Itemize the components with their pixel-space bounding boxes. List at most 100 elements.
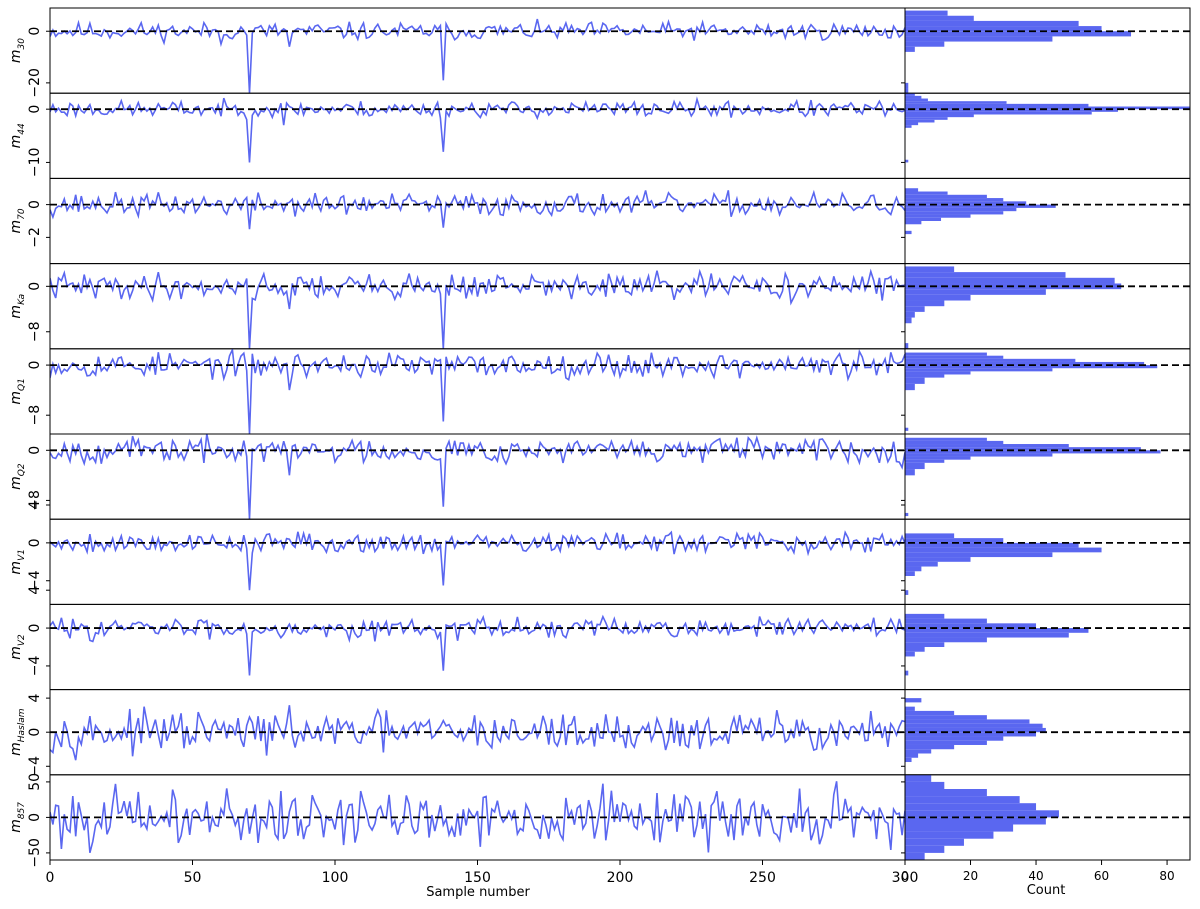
ylabel: mKa — [8, 294, 27, 319]
hist-bar — [905, 623, 1037, 629]
hist-bar — [905, 698, 922, 703]
hist-bar — [905, 774, 932, 782]
hist-bar — [905, 547, 1102, 553]
histogram — [905, 533, 1102, 595]
ytick-label: 4 — [27, 586, 43, 595]
hist-bar — [905, 440, 1004, 445]
hist-bar — [905, 710, 955, 716]
hist-bar — [905, 753, 919, 758]
ylabel: mHaslam — [8, 708, 27, 756]
hist-bar — [905, 201, 1027, 205]
hist-bar — [905, 46, 915, 52]
hist-bar — [905, 204, 1056, 208]
hist-bar — [905, 31, 1132, 37]
hist-bar — [905, 670, 909, 676]
hist-bar — [905, 383, 915, 391]
hist-bar — [905, 651, 915, 657]
ylabel-sub: 44 — [17, 123, 27, 135]
hist-bar — [905, 125, 912, 128]
hist-bar — [905, 647, 925, 652]
ylabel-sub: Haslam — [17, 708, 27, 742]
ylabel-main: m — [8, 305, 24, 319]
hist-xtick-label: 40 — [1028, 869, 1043, 883]
hist-bar — [905, 119, 935, 123]
hist-xtick-label: 60 — [1094, 869, 1109, 883]
hist-axis-ticks: 0 20 40 60 80 — [901, 860, 1175, 883]
hist-bar — [905, 194, 987, 199]
ylabel-sub: Ka — [17, 294, 27, 305]
hist-bar — [905, 106, 1190, 110]
trace-line — [50, 348, 906, 434]
plot-frame — [49, 7, 906, 94]
hist-frame — [904, 518, 1191, 605]
hist-bar — [905, 613, 945, 619]
trace-line — [50, 18, 906, 94]
hist-bar — [905, 230, 912, 235]
hist-bar — [905, 740, 987, 745]
ylabel-sub: V2 — [17, 634, 27, 646]
ytick-label: 0 — [27, 361, 43, 370]
histogram — [905, 698, 1046, 763]
ylabel-sub: 30 — [17, 38, 27, 50]
hist-bar — [905, 88, 909, 94]
xtick-label: 0 — [46, 870, 55, 886]
hist-bar — [905, 462, 925, 470]
hist-bar — [905, 294, 971, 301]
hist-bar — [905, 831, 994, 839]
histogram — [905, 188, 1056, 235]
hist-bar — [905, 456, 971, 460]
panels: 0−20m300−10m440−2m700−8mKa0−8mQ10−8mQ240… — [8, 7, 1191, 868]
ylabel: mV1 — [8, 549, 27, 575]
hist-bar — [905, 41, 945, 47]
hist-bar — [905, 221, 922, 225]
ylabel: mV2 — [8, 634, 27, 660]
hist-bar — [905, 15, 974, 21]
hist-bar — [905, 723, 1043, 728]
hist-bar — [905, 352, 987, 356]
ylabel-main: m — [8, 50, 24, 64]
ylabel-sub: Q2 — [17, 463, 27, 476]
ylabel-main: m — [8, 391, 24, 405]
hist-bar — [905, 789, 987, 797]
ytick-label: 0 — [27, 538, 43, 547]
hist-bar — [905, 300, 945, 307]
plot-frame — [49, 518, 906, 605]
histogram — [905, 774, 1059, 860]
hist-bar — [905, 98, 928, 102]
ylabel-sub: 70 — [17, 208, 27, 220]
hist-xtick-label: 0 — [901, 869, 909, 883]
trace-line — [50, 268, 906, 349]
hist-bar — [905, 20, 1079, 27]
hist-bar — [905, 217, 942, 221]
hist-bar — [905, 361, 1145, 366]
trace-line — [50, 189, 906, 230]
ytick-label: −2 — [27, 227, 43, 248]
ylabel-main: m — [8, 742, 24, 756]
hist-bar — [905, 632, 1069, 638]
hist-bar — [905, 277, 1115, 284]
xtick-label: 200 — [607, 870, 634, 886]
ylabel: m857 — [8, 802, 27, 833]
ylabel: m70 — [8, 208, 27, 233]
hist-bar — [905, 561, 938, 567]
hist-bar — [905, 590, 909, 595]
hist-bar — [905, 447, 1141, 451]
hist-bar — [905, 188, 919, 192]
hist-bar — [905, 512, 909, 517]
ytick-label: 4 — [27, 500, 43, 509]
ytick-label: −50 — [27, 838, 43, 868]
hist-bar — [905, 103, 1089, 107]
plot-frame — [49, 177, 906, 265]
ylabel-sub: Q1 — [17, 378, 27, 391]
hist-bar — [905, 444, 1069, 448]
ylabel: mQ1 — [8, 378, 27, 404]
hist-bar — [905, 781, 945, 789]
hist-bar — [905, 817, 1046, 825]
ytick-label: 4 — [27, 694, 43, 703]
ytick-label: 0 — [27, 813, 43, 822]
